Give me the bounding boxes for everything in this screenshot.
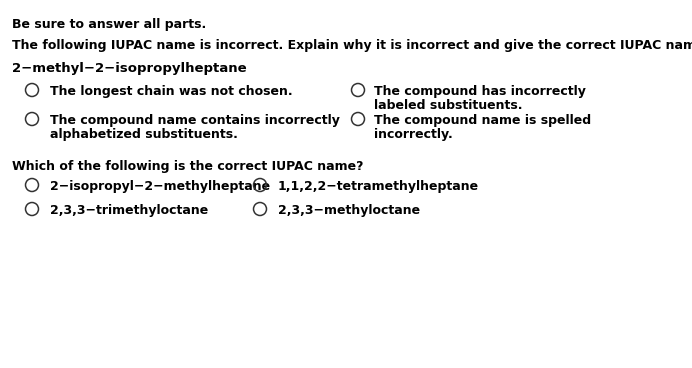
Text: 2,3,3−trimethyloctane: 2,3,3−trimethyloctane — [50, 204, 208, 217]
Text: Which of the following is the correct IUPAC name?: Which of the following is the correct IU… — [12, 160, 363, 173]
Text: Be sure to answer all parts.: Be sure to answer all parts. — [12, 18, 206, 31]
Text: 2−methyl−2−isopropylheptane: 2−methyl−2−isopropylheptane — [12, 62, 246, 75]
Text: alphabetized substituents.: alphabetized substituents. — [50, 128, 238, 141]
Text: 1,1,2,2−tetramethylheptane: 1,1,2,2−tetramethylheptane — [278, 180, 479, 193]
Text: The compound has incorrectly: The compound has incorrectly — [374, 85, 586, 98]
Text: 2,3,3−methyloctane: 2,3,3−methyloctane — [278, 204, 420, 217]
Text: The longest chain was not chosen.: The longest chain was not chosen. — [50, 85, 293, 98]
Text: incorrectly.: incorrectly. — [374, 128, 453, 141]
Text: labeled substituents.: labeled substituents. — [374, 99, 522, 112]
Text: The compound name is spelled: The compound name is spelled — [374, 114, 591, 127]
Text: The following IUPAC name is incorrect. Explain why it is incorrect and give the : The following IUPAC name is incorrect. E… — [12, 39, 692, 52]
Text: The compound name contains incorrectly: The compound name contains incorrectly — [50, 114, 340, 127]
Text: 2−isopropyl−2−methylheptane: 2−isopropyl−2−methylheptane — [50, 180, 270, 193]
